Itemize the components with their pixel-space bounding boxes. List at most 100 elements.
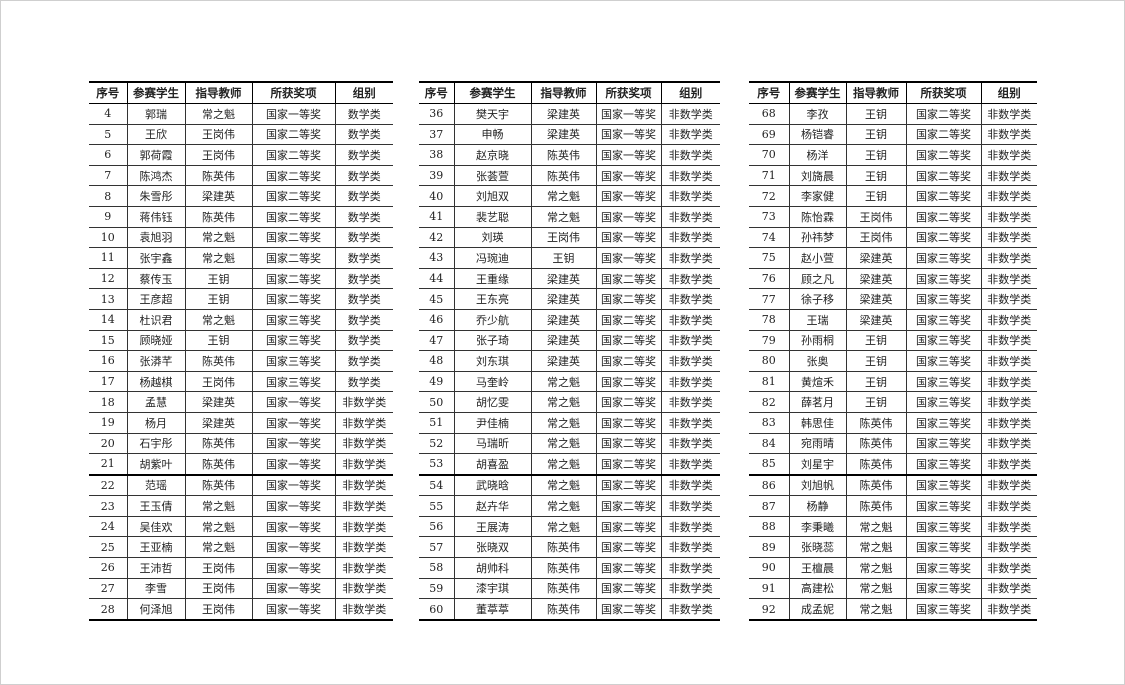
cell-teacher: 王钥 [184,329,253,352]
table-row: 9 蒋伟钰 陈英伟 国家二等奖 数学类 [89,205,393,228]
cell-award: 国家三等奖 [905,247,982,269]
cell-group: 非数学类 [660,226,720,249]
cell-index: 55 [419,495,455,517]
cell-group: 非数学类 [980,495,1037,517]
table-row: 28 何泽旭 王岗伟 国家一等奖 非数学类 [89,598,393,621]
cell-student: 何泽旭 [126,598,186,621]
cell-student: 王展涛 [453,515,532,538]
cell-index: 45 [419,288,455,310]
cell-index: 4 [89,103,128,125]
cell-award: 国家三等奖 [905,453,982,476]
cell-group: 数学类 [334,288,393,310]
cell-student: 张晓双 [453,536,532,559]
cell-index: 10 [89,226,128,249]
cell-group: 非数学类 [980,577,1037,600]
cell-student: 刘星宇 [788,453,847,476]
cell-award: 国家二等奖 [595,432,662,455]
cell-award: 国家二等奖 [595,391,662,413]
cell-index: 87 [749,495,790,517]
cell-group: 非数学类 [660,577,720,600]
header-row: 序号 参赛学生 指导教师 所获奖项 组别 [749,81,1037,104]
cell-award: 国家一等奖 [251,577,336,600]
table-row: 20 石宇彤 陈英伟 国家一等奖 非数学类 [89,432,393,455]
cell-award: 国家三等奖 [905,370,982,393]
cell-student: 顾晓娅 [126,329,186,352]
cell-student: 吴佳欢 [126,515,186,538]
cell-student: 郭瑞 [126,103,186,125]
cell-index: 16 [89,350,128,372]
cell-award: 国家三等奖 [251,350,336,372]
table-row: 75 赵小萱 梁建英 国家三等奖 非数学类 [749,247,1037,269]
table-row: 40 刘旭双 常之魁 国家一等奖 非数学类 [419,185,720,207]
cell-student: 李孜 [788,103,847,125]
cell-group: 非数学类 [980,474,1037,497]
cell-group: 非数学类 [660,103,720,125]
cell-award: 国家一等奖 [251,103,336,125]
cell-award: 国家二等奖 [595,453,662,476]
cell-teacher: 常之魁 [530,453,597,476]
cell-award: 国家三等奖 [251,308,336,331]
cell-student: 薛茗月 [788,391,847,413]
cell-award: 国家二等奖 [905,144,982,166]
cell-teacher: 梁建英 [530,350,597,372]
cell-teacher: 王钥 [845,144,907,166]
cell-group: 非数学类 [980,267,1037,290]
cell-index: 69 [749,123,790,146]
header-index: 序号 [419,81,455,104]
table-row: 89 张晓蕊 常之魁 国家三等奖 非数学类 [749,536,1037,559]
table-row: 11 张宇鑫 常之魁 国家二等奖 数学类 [89,247,393,269]
cell-teacher: 王岗伟 [845,226,907,249]
cell-student: 刘旭双 [453,185,532,207]
cell-index: 46 [419,308,455,331]
table-row: 78 王瑞 梁建英 国家三等奖 非数学类 [749,308,1037,331]
cell-award: 国家三等奖 [251,329,336,352]
cell-teacher: 常之魁 [184,103,253,125]
cell-student: 黄煊禾 [788,370,847,393]
header-index: 序号 [749,81,790,104]
cell-teacher: 梁建英 [845,308,907,331]
table-row: 79 孙雨桐 王钥 国家三等奖 非数学类 [749,329,1037,352]
cell-teacher: 陈英伟 [530,164,597,187]
cell-index: 56 [419,515,455,538]
cell-student: 赵小萱 [788,247,847,269]
cell-award: 国家三等奖 [905,267,982,290]
cell-student: 王亚楠 [126,536,186,559]
cell-group: 非数学类 [334,453,393,476]
cell-group: 非数学类 [660,185,720,207]
table-row: 59 漆宇琪 陈英伟 国家二等奖 非数学类 [419,577,720,600]
cell-index: 44 [419,267,455,290]
cell-teacher: 常之魁 [530,205,597,228]
cell-group: 非数学类 [980,103,1037,125]
awards-table-3: 序号 参赛学生 指导教师 所获奖项 组别 68 李孜 王钥 国家二等奖 非数学类 69 杨铠睿 王钥 国家… [749,81,1037,621]
cell-index: 37 [419,123,455,146]
cell-index: 48 [419,350,455,372]
cell-award: 国家一等奖 [251,536,336,559]
header-award: 所获奖项 [251,81,336,104]
header-index: 序号 [89,81,128,104]
cell-teacher: 王钥 [845,103,907,125]
cell-group: 非数学类 [660,370,720,393]
cell-group: 非数学类 [660,308,720,331]
cell-group: 非数学类 [334,411,393,434]
cell-award: 国家三等奖 [905,288,982,310]
table-row: 84 宛雨晴 陈英伟 国家三等奖 非数学类 [749,432,1037,455]
cell-student: 蒋伟钰 [126,205,186,228]
cell-teacher: 常之魁 [530,432,597,455]
cell-student: 王东亮 [453,288,532,310]
cell-student: 王玉倩 [126,495,186,517]
table-row: 14 杜识君 常之魁 国家三等奖 数学类 [89,308,393,331]
cell-index: 41 [419,205,455,228]
cell-index: 84 [749,432,790,455]
table-row: 86 刘旭帆 陈英伟 国家三等奖 非数学类 [749,474,1037,497]
cell-group: 非数学类 [334,598,393,621]
cell-student: 漆宇琪 [453,577,532,600]
cell-group: 非数学类 [660,350,720,372]
table-row: 42 刘瑛 王岗伟 国家一等奖 非数学类 [419,226,720,249]
cell-group: 非数学类 [334,536,393,559]
cell-group: 非数学类 [334,515,393,538]
header-teacher: 指导教师 [184,81,253,104]
cell-teacher: 梁建英 [184,391,253,413]
table-row: 56 王展涛 常之魁 国家二等奖 非数学类 [419,515,720,538]
cell-group: 非数学类 [660,267,720,290]
cell-award: 国家二等奖 [905,205,982,228]
